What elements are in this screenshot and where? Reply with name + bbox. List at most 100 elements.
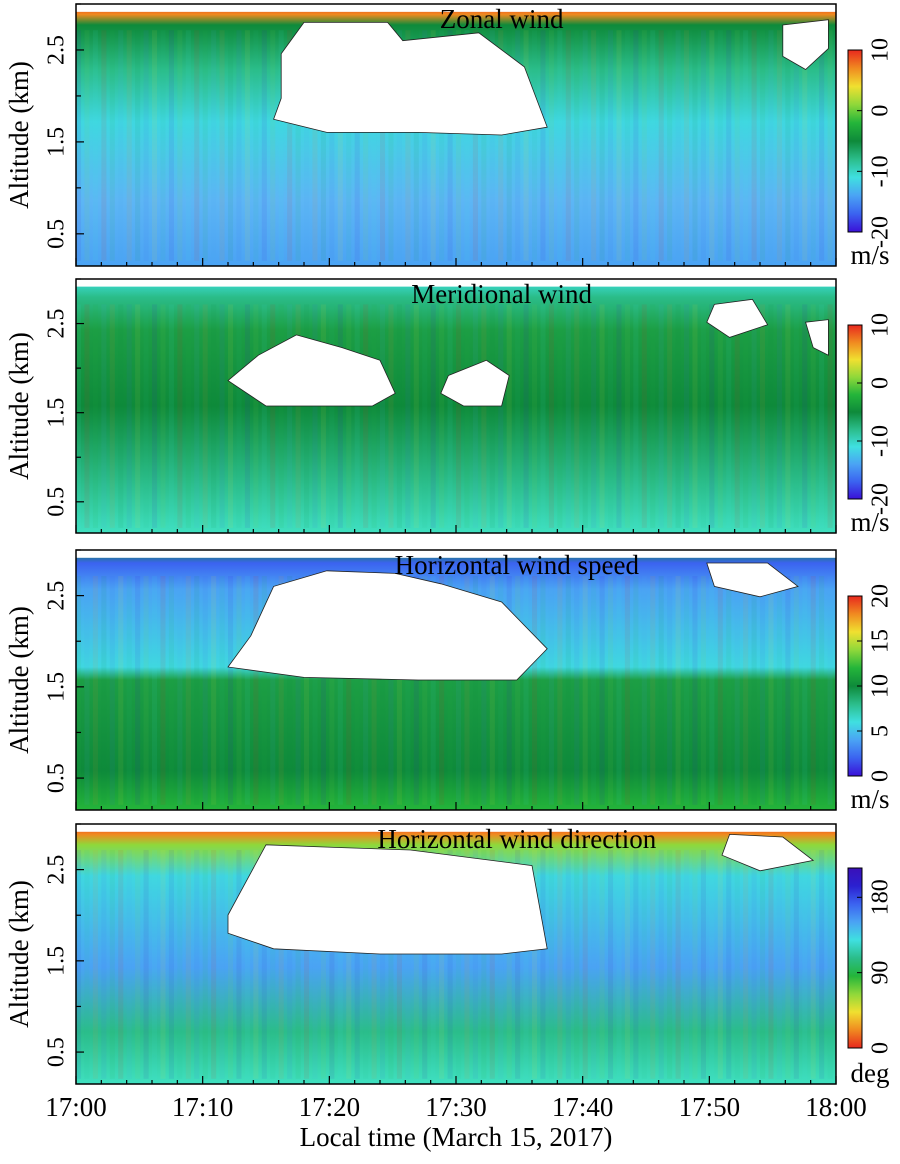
heatmap-texture — [582, 304, 588, 528]
heatmap-texture — [743, 304, 749, 528]
heatmap-texture — [228, 304, 234, 528]
heatmap-texture — [413, 850, 419, 1079]
heatmap-texture — [456, 576, 462, 805]
heatmap-texture — [346, 850, 352, 1079]
y-tick-label: 2.5 — [44, 581, 70, 611]
heatmap-texture — [287, 850, 293, 1079]
heatmap-texture — [371, 850, 377, 1079]
no-data-region — [805, 319, 829, 356]
heatmap-texture — [548, 576, 554, 805]
heatmap-texture — [287, 304, 293, 528]
heatmap-texture — [827, 30, 833, 261]
heatmap-texture — [396, 850, 402, 1079]
heatmap-texture — [785, 850, 791, 1079]
heatmap-texture — [515, 30, 521, 261]
heatmap-texture — [253, 850, 259, 1079]
heatmap-texture — [354, 304, 360, 528]
heatmap-texture — [785, 304, 791, 528]
heatmap-texture — [726, 304, 732, 528]
heatmap-texture — [810, 850, 816, 1079]
heatmap-texture — [810, 304, 816, 528]
heatmap-texture — [447, 304, 453, 528]
heatmap-texture — [760, 576, 766, 805]
heatmap-texture — [160, 576, 166, 805]
heatmap-texture — [304, 576, 310, 805]
heatmap-texture — [641, 850, 647, 1079]
heatmap-texture — [312, 30, 318, 261]
heatmap-texture — [633, 576, 639, 805]
heatmap-texture — [709, 30, 715, 261]
colorbar-tick-label: 5 — [868, 725, 894, 737]
colorbar-tick-label: 0 — [868, 770, 894, 782]
heatmap-texture — [295, 850, 301, 1079]
heatmap-texture — [118, 850, 124, 1079]
meridional-wind-colorbar-unit: m/s — [850, 507, 889, 537]
zonal-wind-x-ticks — [75, 258, 837, 266]
heatmap-texture — [548, 30, 554, 261]
heatmap-texture — [523, 576, 529, 805]
heatmap-texture — [337, 850, 343, 1079]
horizontal-wind-speed-no-data-regions — [76, 550, 836, 805]
no-data-region — [227, 570, 548, 681]
heatmap-texture — [700, 30, 706, 261]
y-tick-label: 0.5 — [44, 763, 70, 793]
heatmap-texture — [236, 304, 242, 528]
heatmap-texture — [380, 304, 386, 528]
heatmap-texture — [101, 850, 107, 1079]
heatmap-texture — [92, 850, 98, 1079]
heatmap-texture — [244, 850, 250, 1079]
heatmap-texture — [270, 30, 276, 261]
heatmap-texture — [320, 304, 326, 528]
heatmap-texture — [211, 850, 217, 1079]
horizontal-wind-direction-ylabel: Altitude (km) — [4, 880, 34, 1028]
heatmap-texture — [709, 304, 715, 528]
heatmap-texture — [557, 576, 563, 805]
heatmap-texture — [219, 576, 225, 805]
heatmap-texture — [743, 850, 749, 1079]
heatmap-texture — [405, 304, 411, 528]
heatmap-texture — [143, 850, 149, 1079]
heatmap-texture — [464, 30, 470, 261]
heatmap-texture — [667, 304, 673, 528]
heatmap-texture — [413, 304, 419, 528]
heatmap-texture — [177, 576, 183, 805]
heatmap-texture — [135, 576, 141, 805]
heatmap-texture — [354, 576, 360, 805]
heatmap-texture — [152, 30, 158, 261]
heatmap-texture — [726, 850, 732, 1079]
heatmap-texture — [346, 304, 352, 528]
heatmap-texture — [624, 304, 630, 528]
no-data-region — [706, 298, 769, 338]
no-data-region — [227, 334, 396, 407]
colorbar-tick-label: -10 — [868, 155, 894, 187]
heatmap-texture — [760, 850, 766, 1079]
heatmap-texture — [278, 850, 284, 1079]
meridional-wind-title: Meridional wind — [411, 279, 592, 309]
heatmap-texture — [709, 850, 715, 1079]
heatmap-texture — [160, 850, 166, 1079]
heatmap-texture — [591, 304, 597, 528]
heatmap-texture — [684, 850, 690, 1079]
x-axis-label: Local time (March 15, 2017) — [300, 1122, 613, 1152]
heatmap-texture — [827, 576, 833, 805]
panel-meridional-wind: Meridional wind Altitude (km) 0.51.52.5 … — [4, 278, 894, 537]
y-tick-label: 2.5 — [44, 855, 70, 885]
zonal-wind-y-ticks: 0.5 1.5 2.5 — [44, 3, 84, 249]
heatmap-texture — [734, 304, 740, 528]
heatmap-texture — [599, 304, 605, 528]
no-data-region — [440, 359, 510, 407]
heatmap-texture — [185, 850, 191, 1079]
heatmap-texture — [515, 576, 521, 805]
heatmap-texture — [709, 576, 715, 805]
x-tick-label: 18:00 — [805, 1092, 867, 1122]
heatmap-texture — [768, 304, 774, 528]
heatmap-texture — [565, 30, 571, 261]
heatmap-texture — [295, 576, 301, 805]
heatmap-texture — [793, 850, 799, 1079]
heatmap-texture — [489, 576, 495, 805]
heatmap-texture — [152, 850, 158, 1079]
heatmap-texture — [329, 304, 335, 528]
heatmap-texture — [430, 850, 436, 1079]
heatmap-texture — [329, 576, 335, 805]
heatmap-texture — [464, 304, 470, 528]
